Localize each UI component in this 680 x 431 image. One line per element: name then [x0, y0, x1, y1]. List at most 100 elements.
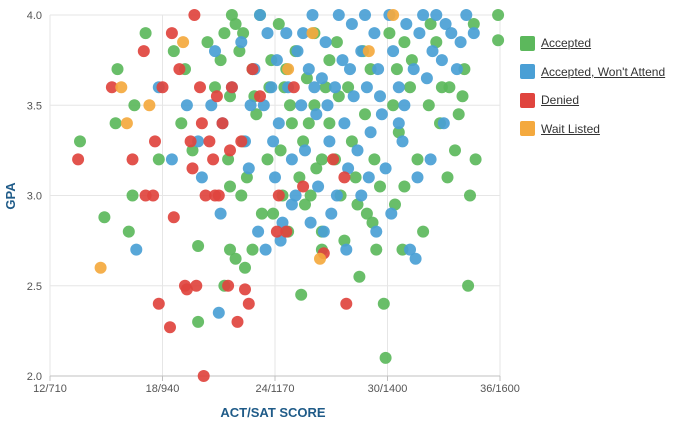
- data-point: [272, 189, 285, 202]
- data-point: [299, 198, 311, 211]
- data-point: [323, 117, 336, 130]
- data-point: [323, 135, 336, 148]
- y-tick-label: 2.5: [27, 281, 42, 293]
- data-point: [297, 135, 310, 148]
- data-point: [304, 216, 317, 229]
- data-point: [338, 234, 351, 247]
- legend: Accepted Accepted, Won't Attend Denied Wait…: [520, 29, 665, 143]
- legend-item[interactable]: Accepted, Won't Attend: [520, 58, 665, 87]
- data-point: [149, 135, 161, 148]
- data-point: [492, 9, 505, 21]
- data-point: [192, 240, 205, 252]
- data-point: [362, 171, 375, 184]
- data-point: [325, 207, 338, 220]
- data-point: [167, 45, 180, 58]
- data-point: [197, 370, 210, 382]
- data-point: [229, 252, 242, 265]
- data-point: [404, 243, 416, 256]
- data-point: [94, 261, 107, 274]
- data-point: [319, 81, 332, 94]
- data-point: [203, 135, 216, 148]
- data-point: [216, 117, 229, 130]
- data-point: [194, 81, 206, 94]
- data-point: [165, 153, 178, 166]
- data-point: [137, 45, 150, 58]
- data-point: [186, 144, 199, 157]
- data-point: [165, 27, 178, 40]
- data-point: [246, 63, 259, 76]
- data-point: [342, 81, 355, 94]
- data-point: [212, 306, 225, 319]
- data-point: [115, 81, 128, 94]
- data-point: [267, 207, 280, 220]
- data-point: [306, 9, 319, 21]
- data-point: [450, 63, 463, 76]
- data-point: [398, 36, 411, 49]
- data-point: [299, 144, 311, 157]
- data-point: [295, 99, 308, 112]
- data-point: [392, 117, 405, 130]
- data-point: [460, 9, 473, 21]
- data-point: [422, 99, 435, 112]
- data-point: [374, 90, 386, 103]
- data-point: [340, 297, 353, 310]
- data-point: [332, 9, 345, 21]
- y-axis-title: GPA: [3, 182, 18, 210]
- data-point: [293, 171, 306, 184]
- data-point: [111, 63, 124, 76]
- data-point: [398, 99, 411, 112]
- y-tick-labels: 2.0 2.5 3.0 3.5 4.0: [27, 10, 42, 383]
- data-point: [302, 117, 315, 130]
- data-point: [420, 72, 433, 85]
- data-point: [199, 189, 212, 202]
- data-point: [449, 144, 461, 157]
- data-point: [424, 153, 437, 166]
- data-point: [143, 99, 156, 112]
- data-point: [315, 72, 328, 85]
- data-point: [254, 9, 266, 21]
- data-point: [445, 27, 458, 40]
- data-point: [330, 189, 343, 202]
- legend-label: Wait Listed: [541, 121, 600, 136]
- legend-swatch: [520, 35, 535, 51]
- data-point: [340, 243, 353, 256]
- data-point: [327, 153, 340, 166]
- data-point: [261, 153, 274, 166]
- data-point: [282, 63, 295, 76]
- data-point: [351, 198, 364, 211]
- data-point: [270, 225, 283, 238]
- legend-item[interactable]: Wait Listed: [520, 115, 665, 144]
- data-point: [231, 315, 244, 328]
- data-point: [98, 211, 111, 224]
- data-point: [269, 171, 281, 184]
- legend-item[interactable]: Denied: [520, 86, 665, 115]
- x-tick-label: 36/1600: [480, 383, 520, 395]
- data-point: [405, 54, 418, 67]
- data-point: [270, 54, 283, 67]
- data-point: [186, 162, 199, 175]
- data-point: [295, 288, 308, 301]
- data-point: [205, 99, 218, 112]
- data-point: [368, 27, 381, 40]
- data-point: [347, 90, 360, 103]
- data-point: [368, 153, 381, 166]
- legend-swatch: [520, 64, 535, 80]
- data-point: [272, 18, 285, 30]
- data-point: [372, 63, 385, 76]
- data-point: [285, 198, 298, 211]
- data-point: [396, 135, 409, 148]
- legend-item[interactable]: Accepted: [520, 29, 665, 58]
- data-point: [225, 9, 238, 21]
- data-point: [454, 36, 467, 49]
- data-point: [285, 117, 298, 130]
- data-point: [344, 63, 356, 76]
- data-point: [276, 216, 289, 229]
- data-point: [379, 351, 392, 364]
- series-1: [130, 9, 480, 319]
- data-point: [152, 153, 165, 166]
- data-point: [224, 144, 236, 157]
- data-point: [437, 117, 450, 130]
- data-point: [126, 189, 139, 202]
- legend-label: Accepted, Won't Attend: [541, 64, 666, 79]
- data-point: [180, 99, 193, 112]
